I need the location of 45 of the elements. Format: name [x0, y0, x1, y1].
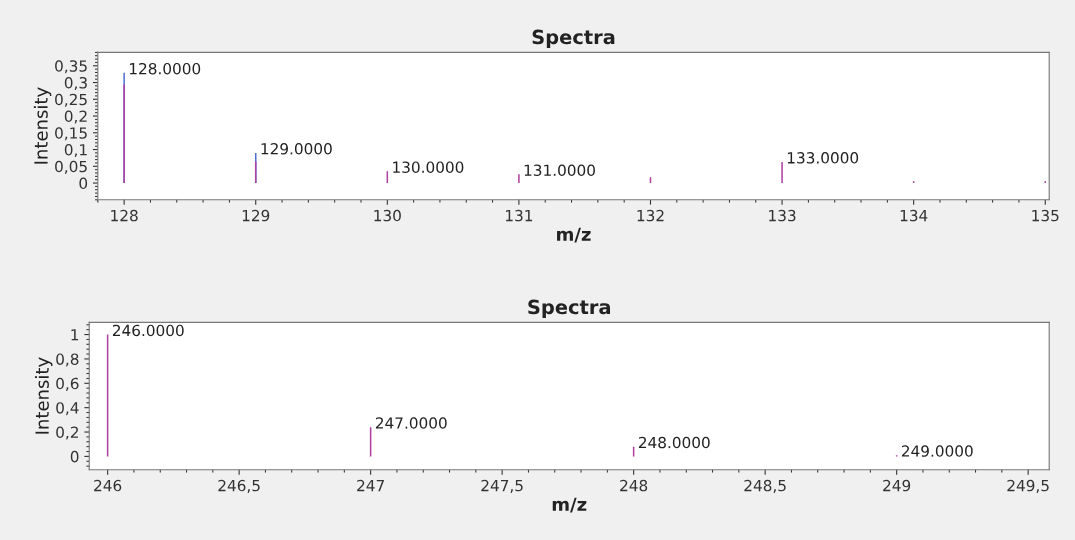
chart-title: Spectra — [528, 299, 611, 319]
x-tick-label: 134 — [900, 209, 928, 222]
y-tick-label: 0,25 — [55, 93, 87, 107]
x-tick-label: 246 — [94, 479, 122, 492]
y-tick-label: 0,3 — [64, 77, 87, 91]
x-tick-label: 247 — [357, 479, 384, 492]
annotation: 129.0000 — [261, 142, 332, 155]
y-tick-label: 0 — [70, 450, 79, 463]
annotation: 128.0000 — [129, 62, 201, 75]
x-tick-label: 248 — [620, 479, 648, 492]
x-tick-label: 132 — [637, 209, 664, 222]
annotation: 131.0000 — [524, 164, 595, 176]
x-tick-label: 131 — [506, 209, 533, 222]
annotation: 249.0000 — [901, 445, 973, 457]
y-tick-label: 0,15 — [55, 127, 87, 141]
y-tick-label: 0,2 — [64, 110, 87, 124]
annotation: 248.0000 — [638, 436, 710, 449]
x-axis-title: m/z — [552, 497, 587, 513]
y-tick-label: 0,4 — [56, 402, 79, 416]
x-tick-label: 246,5 — [218, 479, 260, 493]
y-axis-title: Intensity — [34, 357, 53, 434]
annotation: 130.0000 — [393, 161, 464, 173]
y-tick-label: 0 — [79, 177, 88, 190]
x-tick-label: 248,5 — [744, 479, 786, 493]
x-tick-label: 133 — [769, 209, 796, 222]
y-axis-title: Intensity — [33, 87, 52, 164]
x-tick-label: 249 — [883, 479, 911, 492]
y-tick-label: 0,05 — [55, 160, 87, 174]
annotation: 247.0000 — [375, 417, 447, 429]
y-tick-label: 0,1 — [64, 144, 87, 158]
y-tick-label: 0,35 — [55, 60, 87, 74]
annotation: 246.0000 — [112, 324, 184, 337]
x-tick-label: 249,5 — [1007, 479, 1049, 493]
x-tick-label: 135 — [1032, 209, 1059, 222]
x-axis-title: m/z — [557, 227, 591, 243]
y-tick-label: 1 — [71, 329, 79, 341]
x-tick-label: 247,5 — [481, 479, 523, 493]
chart-title: Spectra — [532, 29, 615, 49]
x-tick-label: 128 — [111, 209, 138, 222]
y-tick-label: 0,6 — [56, 377, 79, 391]
x-tick-label: 130 — [374, 209, 401, 222]
annotation: 133.0000 — [787, 152, 859, 164]
y-tick-label: 0,8 — [56, 353, 79, 367]
y-tick-label: 0,2 — [56, 426, 78, 440]
x-tick-label: 129 — [242, 209, 270, 222]
